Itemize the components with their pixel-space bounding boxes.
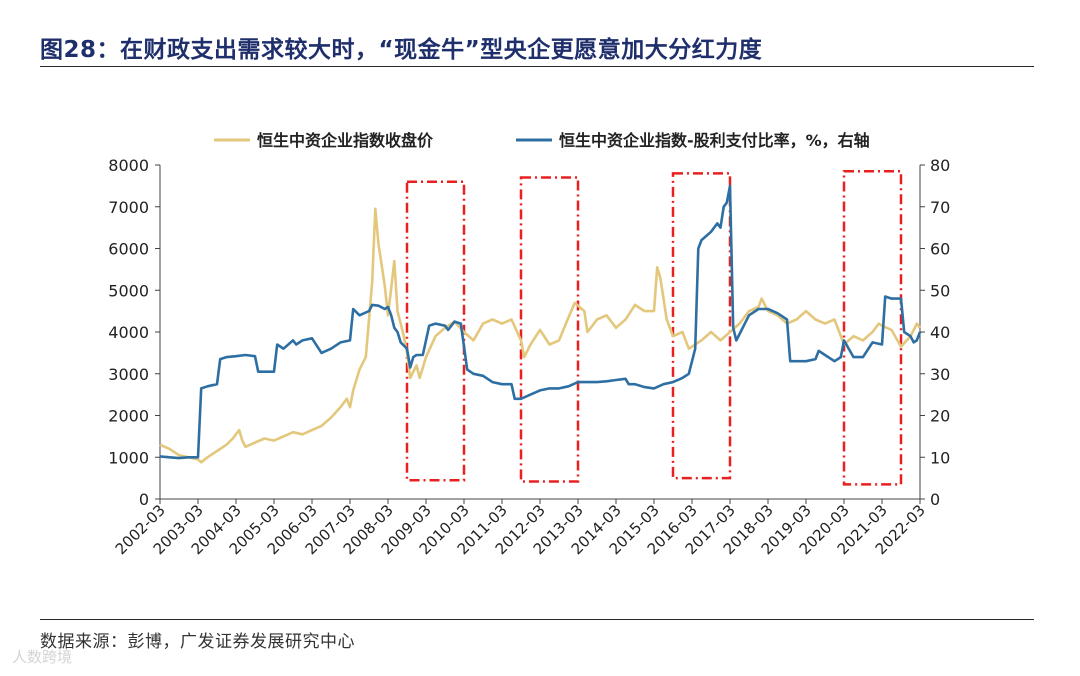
y-tick-label-left: 5000 (108, 281, 149, 300)
y-tick-label-left: 8000 (108, 156, 149, 175)
y-tick-label-right: 80 (930, 156, 950, 175)
y-tick-label-right: 10 (930, 448, 950, 467)
y-tick-label-left: 1000 (108, 448, 149, 467)
legend-label-payout: 恒生中资企业指数-股利支付比率，%，右轴 (559, 131, 870, 150)
highlight-box-4 (842, 170, 903, 486)
series-lines (159, 184, 922, 464)
watermark-logo: 人数跨境 (12, 648, 73, 666)
y-tick-label-left: 6000 (108, 240, 149, 259)
y-tick-label-right: 60 (930, 240, 950, 259)
y-tick-label-left: 2000 (108, 407, 149, 426)
series-line-payout (159, 184, 922, 460)
footer-divider (40, 619, 1034, 620)
highlight-box-1 (405, 180, 466, 482)
y-tick-label-left: 3000 (108, 365, 149, 384)
source-note: 数据来源：彭博，广发证券发展研究中心 (40, 632, 355, 652)
y-tick-label-right: 0 (930, 490, 940, 509)
highlight-box-2 (519, 176, 580, 483)
legend: 恒生中资企业指数收盘价 恒生中资企业指数-股利支付比率，%，右轴 (214, 131, 870, 150)
title-divider (40, 66, 1034, 67)
highlight-box-3 (671, 172, 732, 480)
y-tick-label-right: 30 (930, 365, 950, 384)
series-line-close (159, 207, 922, 464)
page-title: 图28：在财政支出需求较大时，“现金牛”型央企更愿意加大分红力度 (40, 37, 763, 63)
y-tick-label-left: 7000 (108, 198, 149, 217)
y-tick-label-right: 50 (930, 281, 950, 300)
y-tick-label-right: 40 (930, 323, 950, 342)
y-tick-label-left: 4000 (108, 323, 149, 342)
y-tick-label-right: 70 (930, 198, 950, 217)
legend-label-close: 恒生中资企业指数收盘价 (257, 131, 434, 150)
y-tick-label-right: 20 (930, 407, 950, 426)
y-tick-label-left: 0 (139, 490, 149, 509)
